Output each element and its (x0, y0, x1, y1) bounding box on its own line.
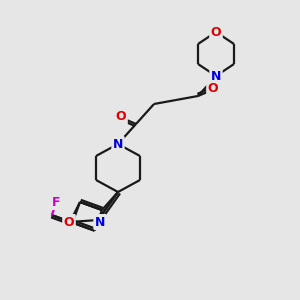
Text: O: O (64, 215, 74, 229)
Text: N: N (113, 137, 123, 151)
Text: O: O (211, 26, 221, 38)
Text: F: F (52, 196, 61, 208)
Text: O: O (208, 82, 218, 95)
Text: O: O (116, 110, 126, 124)
Text: N: N (95, 215, 105, 229)
Text: N: N (211, 70, 221, 83)
